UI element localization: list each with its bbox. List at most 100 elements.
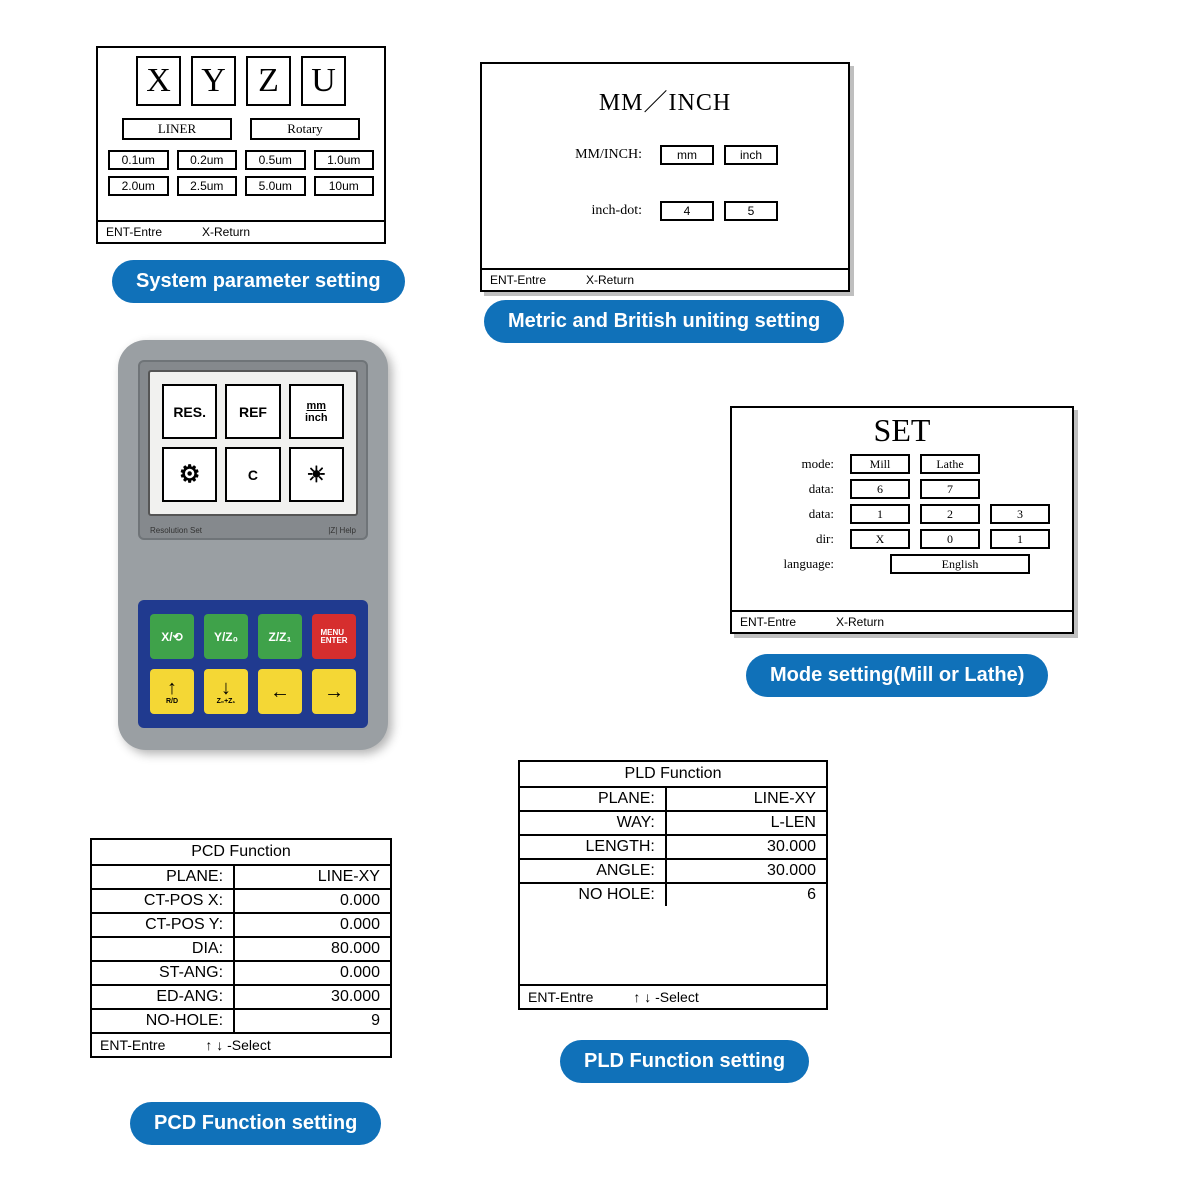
set-row: language:English (744, 554, 1060, 574)
table-row: CT-POS Y:0.000 (92, 914, 390, 938)
cell-value: 6 (667, 884, 826, 906)
footer-ent: ENT-Entre (528, 989, 593, 1005)
set-row: mode:MillLathe (744, 454, 1060, 474)
pld-footer: ENT-Entre ↑ ↓ -Select (520, 986, 826, 1008)
table-row: PLANE:LINE-XY (92, 866, 390, 890)
set-rows: mode:MillLathedata:67data:123dir:X01lang… (732, 454, 1072, 574)
device-screen-footer: Resolution Set |Z| Help (150, 526, 356, 535)
table-row: LENGTH:30.000 (520, 836, 826, 860)
handheld-device: RES.REFmminchC Resolution Set |Z| Help X… (118, 340, 388, 750)
unit-option[interactable]: inch (724, 145, 778, 165)
keypad-button[interactable]: MENUENTER (312, 614, 356, 659)
pcd-footer: ENT-Entre ↑ ↓ -Select (92, 1032, 390, 1056)
table-row: NO HOLE:6 (520, 884, 826, 906)
set-option[interactable]: 3 (990, 504, 1050, 524)
screen-button[interactable] (162, 447, 217, 502)
set-label: data: (744, 506, 834, 522)
cell-value: 0.000 (235, 962, 390, 984)
axis-box-y[interactable]: Y (191, 56, 236, 106)
screen-foot-left: Resolution Set (150, 526, 202, 535)
footer-ent: ENT-Entre (100, 1037, 165, 1053)
footer-ent: ENT-Entre (106, 225, 162, 239)
table-row: ED-ANG:30.000 (92, 986, 390, 1010)
footer-return: X-Return (202, 225, 250, 239)
cell-value: 30.000 (667, 860, 826, 882)
resolution-option[interactable]: 0.5um (245, 150, 306, 170)
keypad-button[interactable]: Z/Z₁ (258, 614, 302, 659)
set-row: data: 123 (744, 504, 1060, 524)
axis-row: XYZU (98, 56, 384, 106)
axis-box-z[interactable]: Z (246, 56, 291, 106)
resolution-option[interactable]: 1.0um (314, 150, 375, 170)
footer-select: ↑ ↓ -Select (205, 1037, 270, 1053)
axis-box-u[interactable]: U (301, 56, 346, 106)
cell-value: 0.000 (235, 890, 390, 912)
cell-value: LINE-XY (667, 788, 826, 810)
set-option[interactable]: 7 (920, 479, 980, 499)
keypad-button[interactable]: X/⟲ (150, 614, 194, 659)
unit-option[interactable]: mm (660, 145, 714, 165)
cell-value: LINE-XY (235, 866, 390, 888)
resolution-grid: 0.1um 0.2um 0.5um 1.0um 2.0um 2.5um 5.0um 10um (98, 140, 384, 196)
type-box[interactable]: LINER (122, 118, 232, 140)
footer-return: X-Return (836, 615, 884, 629)
pld-caption: PLD Function setting (560, 1040, 809, 1083)
set-option[interactable]: 1 (850, 504, 910, 524)
set-option[interactable]: 2 (920, 504, 980, 524)
screen-button[interactable] (289, 447, 344, 502)
set-option[interactable]: 1 (990, 529, 1050, 549)
mm-inch-button[interactable]: mminch (289, 384, 344, 439)
gear-icon (179, 460, 201, 489)
cell-label: CT-POS Y: (92, 914, 235, 936)
pcd-caption: PCD Function setting (130, 1102, 381, 1145)
screen-button[interactable]: RES. (162, 384, 217, 439)
set-title: SET (732, 412, 1072, 449)
cell-value: 0.000 (235, 914, 390, 936)
resolution-option[interactable]: 5.0um (245, 176, 306, 196)
cell-label: PLANE: (92, 866, 235, 888)
panel3-footer: ENT-Entre X-Return (732, 610, 1072, 632)
keypad-button[interactable]: Y/Z₀ (204, 614, 248, 659)
inchdot-option[interactable]: 4 (660, 201, 714, 221)
arrow-button[interactable]: ← (258, 669, 302, 714)
pld-rows: PLANE:LINE-XYWAY:L-LENLENGTH:30.000ANGLE… (520, 788, 826, 906)
resolution-option[interactable]: 10um (314, 176, 375, 196)
cell-label: WAY: (520, 812, 667, 834)
cell-label: CT-POS X: (92, 890, 235, 912)
set-option[interactable]: 0 (920, 529, 980, 549)
set-option[interactable]: English (890, 554, 1030, 574)
set-option[interactable]: X (850, 529, 910, 549)
row2-options: 45 (660, 201, 778, 221)
resolution-option[interactable]: 0.1um (108, 150, 169, 170)
pld-header: PLD Function (520, 762, 826, 788)
resolution-option[interactable]: 2.5um (177, 176, 238, 196)
set-option[interactable]: Lathe (920, 454, 980, 474)
cell-value: 80.000 (235, 938, 390, 960)
arrow-button[interactable]: → (312, 669, 356, 714)
table-row: DIA:80.000 (92, 938, 390, 962)
row2-label: inch-dot: (552, 203, 642, 219)
arrow-button[interactable]: ↓Z₀+Z₁ (204, 669, 248, 714)
set-row: dir:X01 (744, 529, 1060, 549)
arrow-button[interactable]: ↑R/D (150, 669, 194, 714)
mm-inch-row1: MM/INCH: mminch (482, 145, 848, 165)
axis-box-x[interactable]: X (136, 56, 181, 106)
cell-label: ANGLE: (520, 860, 667, 882)
set-option[interactable]: 6 (850, 479, 910, 499)
screen-button[interactable]: REF (225, 384, 280, 439)
footer-ent: ENT-Entre (490, 273, 546, 287)
screen-button[interactable]: C (225, 447, 280, 502)
type-box[interactable]: Rotary (250, 118, 360, 140)
table-row: NO-HOLE:9 (92, 1010, 390, 1032)
pld-blank (520, 906, 826, 986)
set-option[interactable]: Mill (850, 454, 910, 474)
inchdot-option[interactable]: 5 (724, 201, 778, 221)
panel3-caption: Mode setting(Mill or Lathe) (746, 654, 1048, 697)
cell-label: ST-ANG: (92, 962, 235, 984)
device-screen: RES.REFmminchC (148, 370, 358, 516)
resolution-option[interactable]: 0.2um (177, 150, 238, 170)
pld-table: PLD Function PLANE:LINE-XYWAY:L-LENLENGT… (518, 760, 828, 1010)
resolution-option[interactable]: 2.0um (108, 176, 169, 196)
table-row: WAY:L-LEN (520, 812, 826, 836)
cell-label: NO HOLE: (520, 884, 667, 906)
